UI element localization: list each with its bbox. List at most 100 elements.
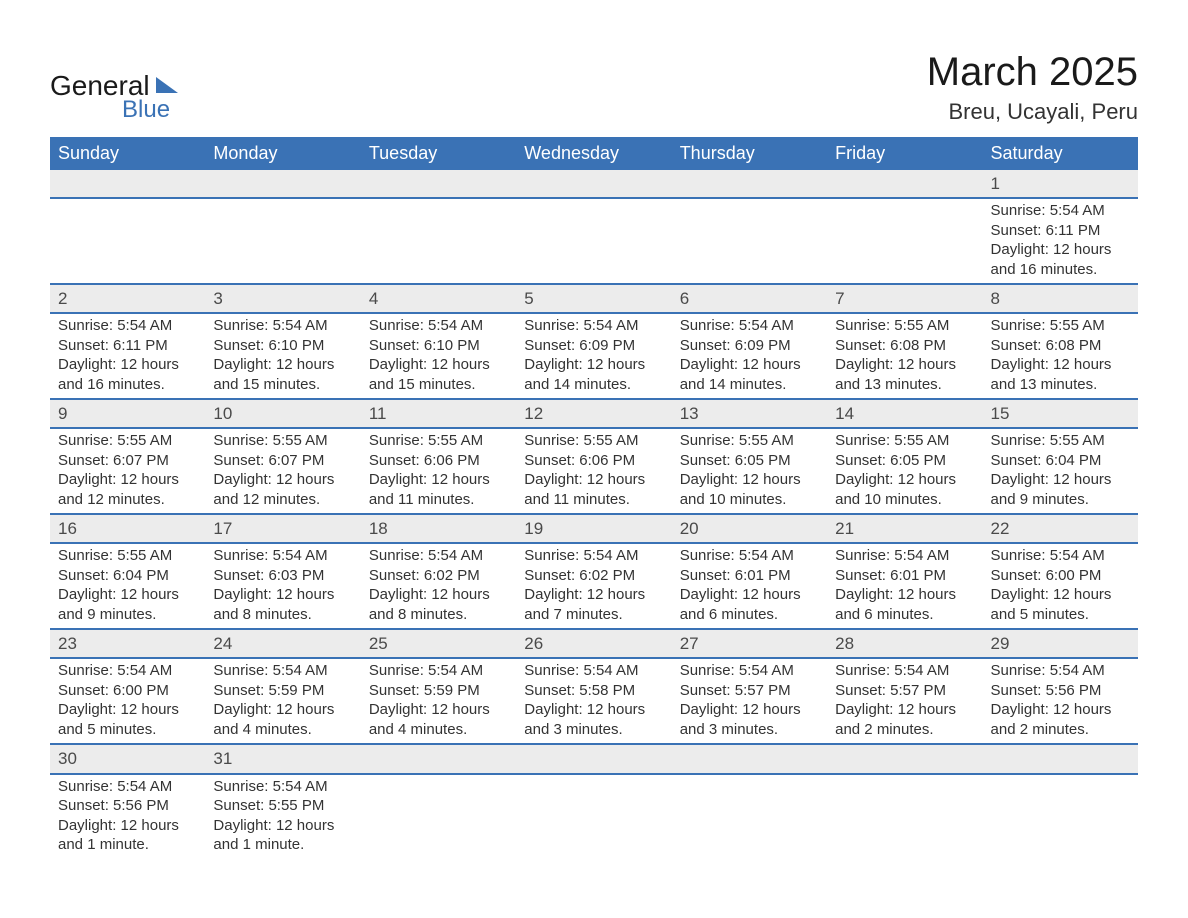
day-d2: and 12 minutes. [213, 490, 352, 510]
day-detail-cell [516, 198, 671, 284]
week-daynum-row: 23242526272829 [50, 629, 1138, 658]
day-d1: Daylight: 12 hours [991, 240, 1130, 260]
day-ss: Sunset: 6:05 PM [680, 451, 819, 471]
day-d1: Daylight: 12 hours [524, 355, 663, 375]
day-number-cell: 22 [983, 514, 1138, 543]
day-sr: Sunrise: 5:54 AM [835, 546, 974, 566]
day-d2: and 5 minutes. [58, 720, 197, 740]
day-d2: and 3 minutes. [524, 720, 663, 740]
day-detail-cell: Sunrise: 5:54 AMSunset: 6:03 PMDaylight:… [205, 543, 360, 629]
day-detail-cell: Sunrise: 5:54 AMSunset: 6:02 PMDaylight:… [361, 543, 516, 629]
day-ss: Sunset: 6:09 PM [680, 336, 819, 356]
day-number-cell [672, 170, 827, 198]
day-number-cell: 30 [50, 744, 205, 773]
day-detail-cell: Sunrise: 5:55 AMSunset: 6:06 PMDaylight:… [516, 428, 671, 514]
day-detail-cell [983, 774, 1138, 859]
week-detail-row: Sunrise: 5:54 AMSunset: 6:00 PMDaylight:… [50, 658, 1138, 744]
day-number-cell: 16 [50, 514, 205, 543]
day-d1: Daylight: 12 hours [680, 355, 819, 375]
day-number-cell: 15 [983, 399, 1138, 428]
day-number-cell: 7 [827, 284, 982, 313]
logo-triangle-icon [156, 77, 178, 93]
day-number-cell: 6 [672, 284, 827, 313]
day-sr: Sunrise: 5:54 AM [991, 201, 1130, 221]
day-number-cell: 25 [361, 629, 516, 658]
day-d1: Daylight: 12 hours [213, 355, 352, 375]
day-number-cell: 19 [516, 514, 671, 543]
day-ss: Sunset: 6:01 PM [680, 566, 819, 586]
day-number-cell: 20 [672, 514, 827, 543]
day-ss: Sunset: 6:06 PM [369, 451, 508, 471]
title-block: March 2025 Breu, Ucayali, Peru [927, 50, 1138, 125]
day-detail-cell: Sunrise: 5:55 AMSunset: 6:04 PMDaylight:… [983, 428, 1138, 514]
day-header: Thursday [672, 137, 827, 170]
day-number-cell: 1 [983, 170, 1138, 198]
day-d1: Daylight: 12 hours [369, 700, 508, 720]
day-d2: and 7 minutes. [524, 605, 663, 625]
day-number-cell: 13 [672, 399, 827, 428]
day-detail-cell: Sunrise: 5:54 AMSunset: 5:57 PMDaylight:… [827, 658, 982, 744]
day-d2: and 8 minutes. [213, 605, 352, 625]
day-sr: Sunrise: 5:54 AM [835, 661, 974, 681]
day-d2: and 6 minutes. [680, 605, 819, 625]
day-d1: Daylight: 12 hours [680, 585, 819, 605]
day-ss: Sunset: 5:59 PM [213, 681, 352, 701]
day-sr: Sunrise: 5:54 AM [213, 777, 352, 797]
day-d2: and 14 minutes. [524, 375, 663, 395]
day-number-cell: 17 [205, 514, 360, 543]
day-d1: Daylight: 12 hours [524, 700, 663, 720]
day-detail-cell: Sunrise: 5:54 AMSunset: 6:09 PMDaylight:… [672, 313, 827, 399]
day-d1: Daylight: 12 hours [213, 700, 352, 720]
day-header-row: Sunday Monday Tuesday Wednesday Thursday… [50, 137, 1138, 170]
day-d1: Daylight: 12 hours [680, 470, 819, 490]
page-header: General Blue March 2025 Breu, Ucayali, P… [50, 50, 1138, 125]
day-sr: Sunrise: 5:54 AM [369, 661, 508, 681]
day-number-cell: 2 [50, 284, 205, 313]
day-number-cell [516, 744, 671, 773]
day-detail-cell: Sunrise: 5:54 AMSunset: 6:10 PMDaylight:… [205, 313, 360, 399]
day-detail-cell: Sunrise: 5:54 AMSunset: 6:11 PMDaylight:… [50, 313, 205, 399]
day-detail-cell: Sunrise: 5:55 AMSunset: 6:07 PMDaylight:… [205, 428, 360, 514]
day-sr: Sunrise: 5:55 AM [991, 431, 1130, 451]
day-detail-cell: Sunrise: 5:54 AMSunset: 5:58 PMDaylight:… [516, 658, 671, 744]
day-d1: Daylight: 12 hours [991, 700, 1130, 720]
day-ss: Sunset: 6:04 PM [991, 451, 1130, 471]
day-d1: Daylight: 12 hours [213, 816, 352, 836]
day-d2: and 9 minutes. [58, 605, 197, 625]
day-number-cell: 3 [205, 284, 360, 313]
day-d2: and 9 minutes. [991, 490, 1130, 510]
day-d2: and 4 minutes. [213, 720, 352, 740]
day-detail-cell [516, 774, 671, 859]
day-d2: and 2 minutes. [991, 720, 1130, 740]
day-d1: Daylight: 12 hours [991, 355, 1130, 375]
day-detail-cell: Sunrise: 5:54 AMSunset: 5:59 PMDaylight:… [205, 658, 360, 744]
day-d1: Daylight: 12 hours [213, 585, 352, 605]
day-d1: Daylight: 12 hours [58, 585, 197, 605]
day-d1: Daylight: 12 hours [991, 470, 1130, 490]
day-d2: and 4 minutes. [369, 720, 508, 740]
week-detail-row: Sunrise: 5:55 AMSunset: 6:07 PMDaylight:… [50, 428, 1138, 514]
day-d2: and 8 minutes. [369, 605, 508, 625]
day-sr: Sunrise: 5:55 AM [524, 431, 663, 451]
day-ss: Sunset: 6:05 PM [835, 451, 974, 471]
day-sr: Sunrise: 5:54 AM [213, 316, 352, 336]
day-sr: Sunrise: 5:54 AM [524, 316, 663, 336]
day-d2: and 1 minute. [213, 835, 352, 855]
day-d2: and 14 minutes. [680, 375, 819, 395]
day-d2: and 11 minutes. [524, 490, 663, 510]
day-ss: Sunset: 6:11 PM [58, 336, 197, 356]
day-ss: Sunset: 6:02 PM [369, 566, 508, 586]
day-number-cell: 27 [672, 629, 827, 658]
day-d1: Daylight: 12 hours [58, 355, 197, 375]
day-number-cell [827, 744, 982, 773]
day-ss: Sunset: 5:55 PM [213, 796, 352, 816]
day-detail-cell: Sunrise: 5:54 AMSunset: 6:02 PMDaylight:… [516, 543, 671, 629]
day-d2: and 11 minutes. [369, 490, 508, 510]
day-d1: Daylight: 12 hours [213, 470, 352, 490]
day-d2: and 15 minutes. [369, 375, 508, 395]
week-daynum-row: 16171819202122 [50, 514, 1138, 543]
day-ss: Sunset: 6:09 PM [524, 336, 663, 356]
week-detail-row: Sunrise: 5:54 AMSunset: 5:56 PMDaylight:… [50, 774, 1138, 859]
day-ss: Sunset: 5:56 PM [991, 681, 1130, 701]
day-d2: and 10 minutes. [835, 490, 974, 510]
